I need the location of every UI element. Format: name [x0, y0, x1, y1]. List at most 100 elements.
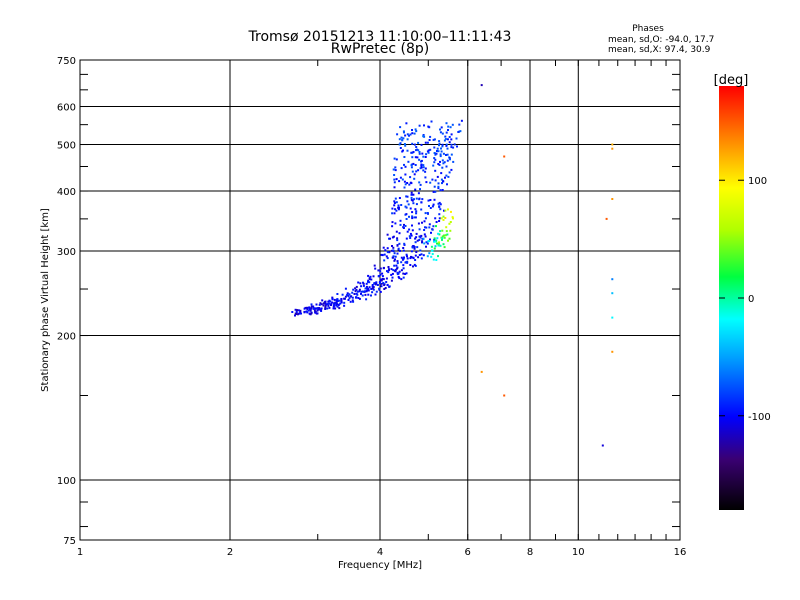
data-point [347, 294, 350, 297]
data-point [408, 134, 410, 137]
data-point [413, 263, 416, 266]
data-point [312, 307, 315, 310]
data-point [411, 170, 414, 173]
data-point [401, 178, 404, 181]
data-point [407, 203, 410, 206]
data-point [438, 244, 441, 247]
data-point [445, 143, 448, 146]
data-point [402, 272, 405, 275]
data-point [351, 291, 354, 294]
data-point [443, 246, 446, 249]
data-point [405, 272, 408, 275]
data-point [393, 204, 396, 207]
data-point [446, 138, 449, 141]
data-point [394, 222, 397, 225]
data-point [405, 195, 408, 198]
data-point [443, 161, 446, 164]
data-point [381, 277, 384, 280]
x-axis-label: Frequency [MHz] [338, 560, 422, 571]
data-point [414, 241, 417, 244]
data-point [480, 370, 483, 373]
data-point [450, 168, 453, 171]
data-point [445, 122, 448, 125]
data-point [409, 181, 412, 184]
data-point [374, 267, 377, 270]
data-point [372, 275, 375, 278]
data-point [309, 308, 312, 311]
data-point [393, 264, 396, 267]
data-point [449, 221, 452, 223]
data-point [438, 233, 441, 236]
data-point [441, 238, 443, 241]
data-point [438, 241, 440, 244]
data-point [403, 163, 405, 166]
data-point [430, 245, 433, 248]
data-point [447, 129, 449, 131]
data-point [395, 230, 398, 233]
data-point [431, 205, 434, 208]
data-point [380, 282, 383, 285]
data-point [370, 278, 373, 281]
data-point [303, 310, 306, 313]
data-point [430, 255, 433, 258]
data-point [441, 235, 444, 238]
data-point [348, 293, 351, 296]
data-point [429, 207, 432, 209]
data-point [317, 308, 320, 311]
data-point [333, 303, 336, 306]
data-point [377, 269, 380, 272]
data-point [438, 201, 441, 204]
data-point [400, 256, 403, 259]
data-point [434, 190, 437, 193]
data-point [370, 294, 372, 297]
data-point [420, 159, 423, 162]
data-point [373, 264, 376, 267]
data-point [422, 166, 425, 169]
data-point [404, 225, 407, 227]
data-point [361, 294, 364, 297]
data-point [340, 301, 343, 304]
data-point [306, 307, 309, 310]
data-point [366, 289, 369, 292]
gridlines [80, 60, 680, 540]
data-point [416, 246, 419, 249]
data-point [425, 245, 427, 248]
data-point [386, 257, 389, 260]
data-point [419, 188, 421, 191]
data-point [400, 167, 403, 170]
data-point [444, 217, 447, 219]
data-point [403, 143, 406, 145]
data-point [383, 284, 386, 286]
data-point [430, 120, 433, 123]
data-point [317, 307, 320, 310]
data-point [333, 302, 336, 305]
data-point [343, 304, 346, 307]
data-point [296, 309, 299, 312]
data-point [424, 167, 427, 170]
data-point [397, 276, 400, 278]
data-point [414, 216, 417, 219]
data-point [404, 273, 407, 275]
data-point [412, 151, 415, 153]
data-point [349, 295, 352, 298]
data-point [429, 181, 432, 184]
data-point [441, 182, 443, 185]
data-point [413, 132, 416, 135]
data-point [417, 192, 420, 195]
data-point [368, 278, 371, 281]
data-point [445, 174, 448, 177]
data-point [441, 159, 444, 162]
data-point [315, 303, 318, 306]
data-point [395, 264, 398, 267]
data-point [336, 298, 339, 301]
data-point [443, 139, 446, 142]
data-point [418, 181, 421, 184]
data-point [439, 203, 442, 206]
y-tick-label: 300 [57, 247, 76, 258]
data-point [357, 290, 359, 293]
data-point [310, 312, 313, 315]
data-point [441, 132, 444, 135]
data-point [334, 302, 337, 305]
data-point [346, 292, 349, 295]
data-point [611, 198, 614, 200]
